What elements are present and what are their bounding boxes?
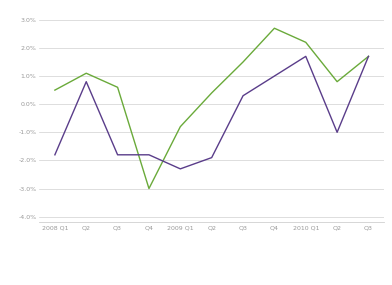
Change in Demand <box>303 55 308 58</box>
Change in Demand <box>335 131 339 134</box>
Change in GDP <box>303 40 308 44</box>
Change in Demand <box>115 153 120 156</box>
Change in GDP <box>272 27 277 30</box>
Change in Demand <box>147 153 151 156</box>
Change in GDP <box>84 72 89 75</box>
Change in GDP <box>115 86 120 89</box>
Change in Demand <box>84 80 89 84</box>
Change in GDP <box>147 187 151 190</box>
Change in GDP <box>241 60 245 64</box>
Change in GDP <box>366 55 371 58</box>
Change in GDP <box>209 91 214 95</box>
Change in Demand <box>53 153 57 156</box>
Change in GDP <box>53 88 57 92</box>
Change in Demand <box>366 55 371 58</box>
Change in Demand <box>178 167 183 170</box>
Line: Change in Demand: Change in Demand <box>55 56 368 169</box>
Change in Demand <box>272 74 277 78</box>
Change in Demand <box>209 156 214 159</box>
Change in GDP <box>335 80 339 84</box>
Change in GDP <box>178 125 183 128</box>
Change in Demand <box>241 94 245 97</box>
Line: Change in GDP: Change in GDP <box>55 28 368 189</box>
